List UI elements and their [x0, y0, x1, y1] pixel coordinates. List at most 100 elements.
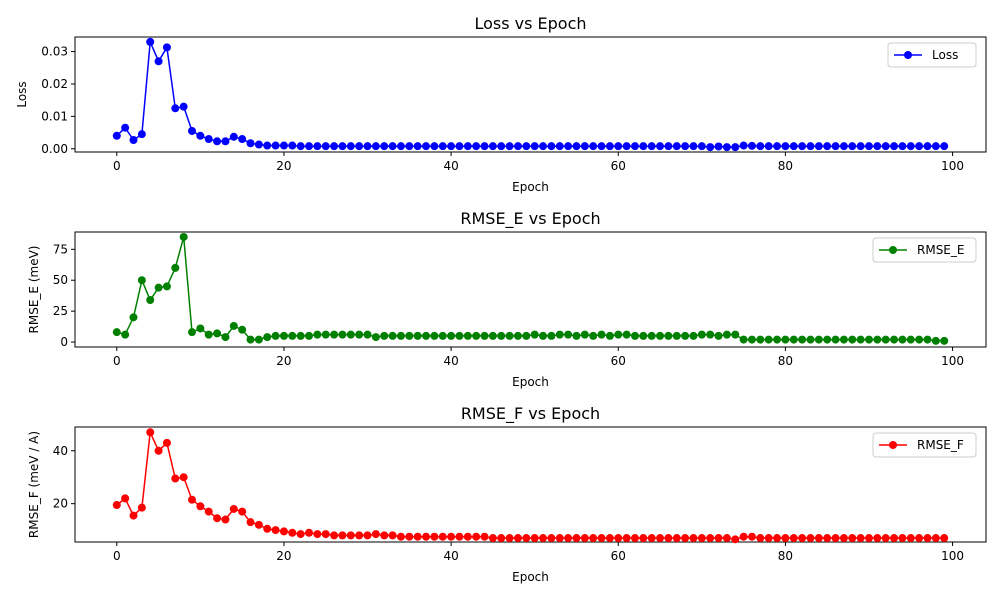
data-point: [405, 142, 414, 151]
data-point: [204, 330, 213, 339]
data-point: [798, 142, 807, 151]
data-point: [513, 331, 522, 340]
data-point: [455, 532, 464, 541]
data-point: [288, 528, 297, 537]
chart-panel-1: Loss vs Epoch 0 20 40 60 80 100 0.00 0.01 0.02 0.0…: [15, 14, 987, 194]
data-point: [881, 534, 890, 543]
data-point: [530, 330, 539, 339]
data-point: [229, 504, 238, 513]
data-point: [279, 141, 288, 150]
data-point: [305, 142, 314, 151]
data-point: [463, 532, 472, 541]
data-point: [472, 331, 481, 340]
data-point: [188, 126, 197, 135]
data-point: [246, 335, 255, 344]
data-point: [355, 142, 364, 151]
data-point: [396, 142, 405, 151]
data-point: [522, 331, 531, 340]
data-point: [179, 473, 188, 482]
data-point: [689, 142, 698, 151]
data-point: [656, 534, 665, 543]
data-point: [722, 534, 731, 543]
data-point: [564, 534, 573, 543]
data-point: [497, 142, 506, 151]
data-point: [756, 534, 765, 543]
data-point: [313, 330, 322, 339]
data-point: [288, 331, 297, 340]
data-point: [672, 534, 681, 543]
data-point: [848, 534, 857, 543]
data-point: [330, 330, 339, 339]
data-point: [823, 335, 832, 344]
data-point: [580, 534, 589, 543]
data-point: [697, 330, 706, 339]
data-point: [664, 142, 673, 151]
data-point: [547, 331, 556, 340]
x-tick-label: 0: [113, 354, 121, 368]
data-point: [630, 331, 639, 340]
data-point: [597, 142, 606, 151]
data-point: [221, 137, 230, 146]
data-point: [238, 135, 247, 144]
data-point: [915, 534, 924, 543]
data-point: [396, 331, 405, 340]
data-point: [555, 142, 564, 151]
data-point: [714, 534, 723, 543]
data-point: [864, 534, 873, 543]
data-point: [681, 142, 690, 151]
data-point: [806, 335, 815, 344]
data-point: [388, 331, 397, 340]
data-point: [455, 331, 464, 340]
x-tick-label: 40: [443, 354, 458, 368]
data-point: [422, 142, 431, 151]
data-point: [505, 331, 514, 340]
data-point: [330, 531, 339, 540]
data-point: [388, 142, 397, 151]
y-tick-label: 0: [60, 335, 68, 349]
data-point: [789, 142, 798, 151]
data-point: [773, 335, 782, 344]
data-point: [296, 331, 305, 340]
x-tick-label: 0: [113, 549, 121, 563]
data-point: [848, 335, 857, 344]
data-point: [254, 520, 263, 529]
data-point: [839, 142, 848, 151]
legend: RMSE_E: [872, 237, 977, 263]
data-point: [480, 532, 489, 541]
data-point: [589, 534, 598, 543]
data-point: [831, 142, 840, 151]
data-point: [831, 534, 840, 543]
data-point: [171, 104, 180, 113]
data-point: [597, 330, 606, 339]
data-point: [572, 142, 581, 151]
data-point: [773, 142, 782, 151]
data-point: [564, 142, 573, 151]
data-point: [564, 330, 573, 339]
data-point: [839, 534, 848, 543]
x-tick-label: 80: [778, 354, 793, 368]
data-point: [171, 474, 180, 483]
data-point: [539, 331, 548, 340]
data-point: [672, 331, 681, 340]
data-point: [923, 534, 932, 543]
data-point: [639, 331, 648, 340]
data-point: [764, 335, 773, 344]
data-point: [639, 142, 648, 151]
x-axis-label: Epoch: [512, 375, 549, 389]
data-point: [497, 331, 506, 340]
data-point: [622, 534, 631, 543]
data-point: [380, 142, 389, 151]
data-point: [681, 331, 690, 340]
data-point: [321, 530, 330, 539]
data-point: [689, 331, 698, 340]
axes-frame: [74, 231, 987, 348]
data-point: [162, 438, 171, 447]
data-point: [789, 534, 798, 543]
data-point: [522, 142, 531, 151]
data-point: [129, 136, 138, 145]
data-point: [505, 142, 514, 151]
data-point: [722, 143, 731, 152]
series-line-RMSE_F: [116, 429, 945, 541]
legend-label: Loss: [932, 48, 958, 62]
data-point: [162, 43, 171, 52]
